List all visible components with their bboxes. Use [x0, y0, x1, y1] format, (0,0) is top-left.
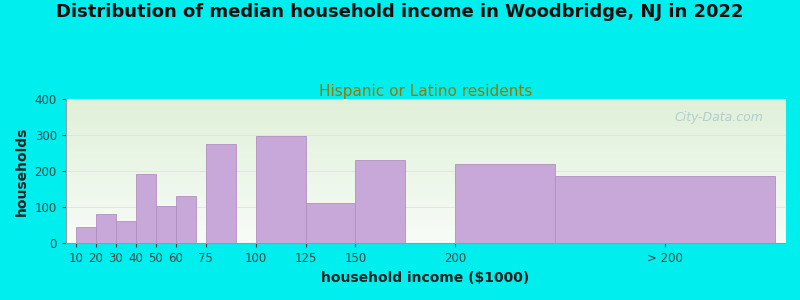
Bar — [176, 196, 196, 243]
Text: Distribution of median household income in Woodbridge, NJ in 2022: Distribution of median household income … — [56, 3, 744, 21]
Text: City-Data.com: City-Data.com — [674, 111, 763, 124]
Bar — [355, 160, 406, 243]
Bar — [256, 136, 306, 243]
Bar — [76, 227, 96, 243]
Bar — [455, 164, 555, 243]
Bar — [156, 206, 176, 243]
Bar — [116, 221, 136, 243]
Bar — [555, 176, 775, 243]
Bar — [96, 214, 116, 243]
Y-axis label: households: households — [15, 127, 29, 216]
Bar — [206, 144, 236, 243]
Bar — [306, 202, 355, 243]
X-axis label: household income ($1000): household income ($1000) — [322, 271, 530, 285]
Bar — [136, 174, 156, 243]
Title: Hispanic or Latino residents: Hispanic or Latino residents — [318, 84, 532, 99]
